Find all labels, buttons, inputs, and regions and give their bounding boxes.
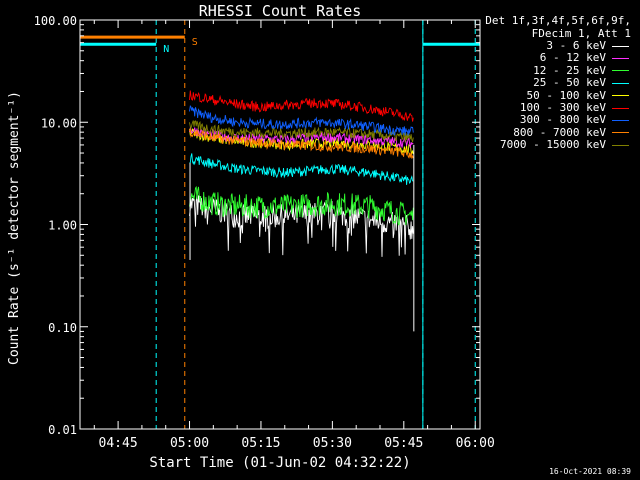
x-tick-label: 05:45 bbox=[384, 436, 423, 451]
y-tick-label: 100.00 bbox=[34, 14, 77, 28]
legend: 3 - 6 keV 6 - 12 keV 12 - 25 keV 25 - 50 ke… bbox=[500, 39, 629, 152]
interval-label-S: S bbox=[192, 37, 198, 48]
x-tick-label: 05:15 bbox=[241, 436, 280, 451]
series-traces bbox=[189, 90, 415, 332]
legend-item: 300 - 800 keV bbox=[500, 113, 629, 127]
legend-swatch bbox=[612, 144, 629, 146]
legend-label: 12 - 25 keV bbox=[533, 63, 606, 77]
legend-swatch bbox=[612, 107, 629, 109]
y-tick-label: 0.01 bbox=[48, 423, 77, 437]
legend-label: 3 - 6 keV bbox=[546, 39, 606, 52]
legend-swatch bbox=[612, 82, 629, 84]
interval-label-N: N bbox=[163, 44, 169, 55]
legend-label: 800 - 7000 keV bbox=[513, 125, 606, 139]
legend-item: 25 - 50 keV bbox=[500, 76, 629, 90]
legend-header: Det 1f,3f,4f,5f,6f,9f, FDecim 1, Att 1 bbox=[485, 14, 631, 40]
legend-detectors: Det 1f,3f,4f,5f,6f,9f, bbox=[485, 14, 631, 27]
legend-label: 7000 - 15000 keV bbox=[500, 138, 606, 152]
x-tick-label: 05:00 bbox=[170, 436, 209, 451]
legend-swatch bbox=[612, 95, 629, 97]
legend-label: 50 - 100 keV bbox=[526, 88, 606, 102]
y-axis-label: Count Rate (s⁻¹ detector segment⁻¹) bbox=[7, 91, 22, 365]
series-line-5 bbox=[189, 90, 414, 122]
legend-item: 100 - 300 keV bbox=[500, 100, 629, 114]
legend-label: 25 - 50 keV bbox=[533, 76, 606, 90]
y-tick-label: 1.00 bbox=[48, 219, 77, 233]
legend-item: 800 - 7000 keV bbox=[500, 125, 629, 139]
series-line-7 bbox=[189, 128, 414, 159]
legend-decimation: FDecim 1, Att 1 bbox=[531, 27, 631, 40]
x-tick-label: 04:45 bbox=[99, 436, 138, 451]
y-axis-ticks: 100.00 10.00 1.00 0.10 0.01 bbox=[34, 14, 480, 437]
legend-item: 12 - 25 keV bbox=[500, 63, 629, 77]
legend-swatch bbox=[612, 45, 629, 47]
legend-label: 100 - 300 keV bbox=[519, 100, 606, 114]
legend-label: 300 - 800 keV bbox=[519, 113, 606, 127]
x-axis-label: Start Time (01-Jun-02 04:32:22) bbox=[149, 455, 410, 471]
series-line-1 bbox=[189, 126, 414, 149]
y-tick-label: 0.10 bbox=[48, 321, 77, 335]
plot-frame bbox=[79, 19, 481, 430]
legend-swatch bbox=[612, 70, 629, 72]
legend-item: 3 - 6 keV bbox=[500, 39, 629, 52]
y-tick-label: 10.00 bbox=[41, 116, 77, 130]
legend-item: 7000 - 15000 keV bbox=[500, 138, 629, 152]
x-axis-ticks: 04:45 05:00 05:15 05:30 05:45 06:00 bbox=[93, 20, 495, 451]
legend-swatch bbox=[612, 120, 629, 122]
legend-swatch bbox=[612, 132, 629, 134]
series-line-2 bbox=[189, 185, 414, 226]
x-tick-label: 05:30 bbox=[313, 436, 352, 451]
chart-title: RHESSI Count Rates bbox=[199, 2, 362, 20]
legend-item: 6 - 12 keV bbox=[500, 51, 629, 65]
legend-swatch bbox=[612, 58, 629, 60]
interval-bars: NS bbox=[79, 20, 480, 429]
series-line-3 bbox=[189, 153, 414, 185]
series-line-6 bbox=[189, 104, 414, 136]
x-tick-label: 06:00 bbox=[456, 436, 495, 451]
timestamp: 16-Oct-2021 08:39 bbox=[549, 467, 631, 476]
legend-label: 6 - 12 keV bbox=[539, 51, 606, 65]
legend-item: 50 - 100 keV bbox=[500, 88, 629, 102]
